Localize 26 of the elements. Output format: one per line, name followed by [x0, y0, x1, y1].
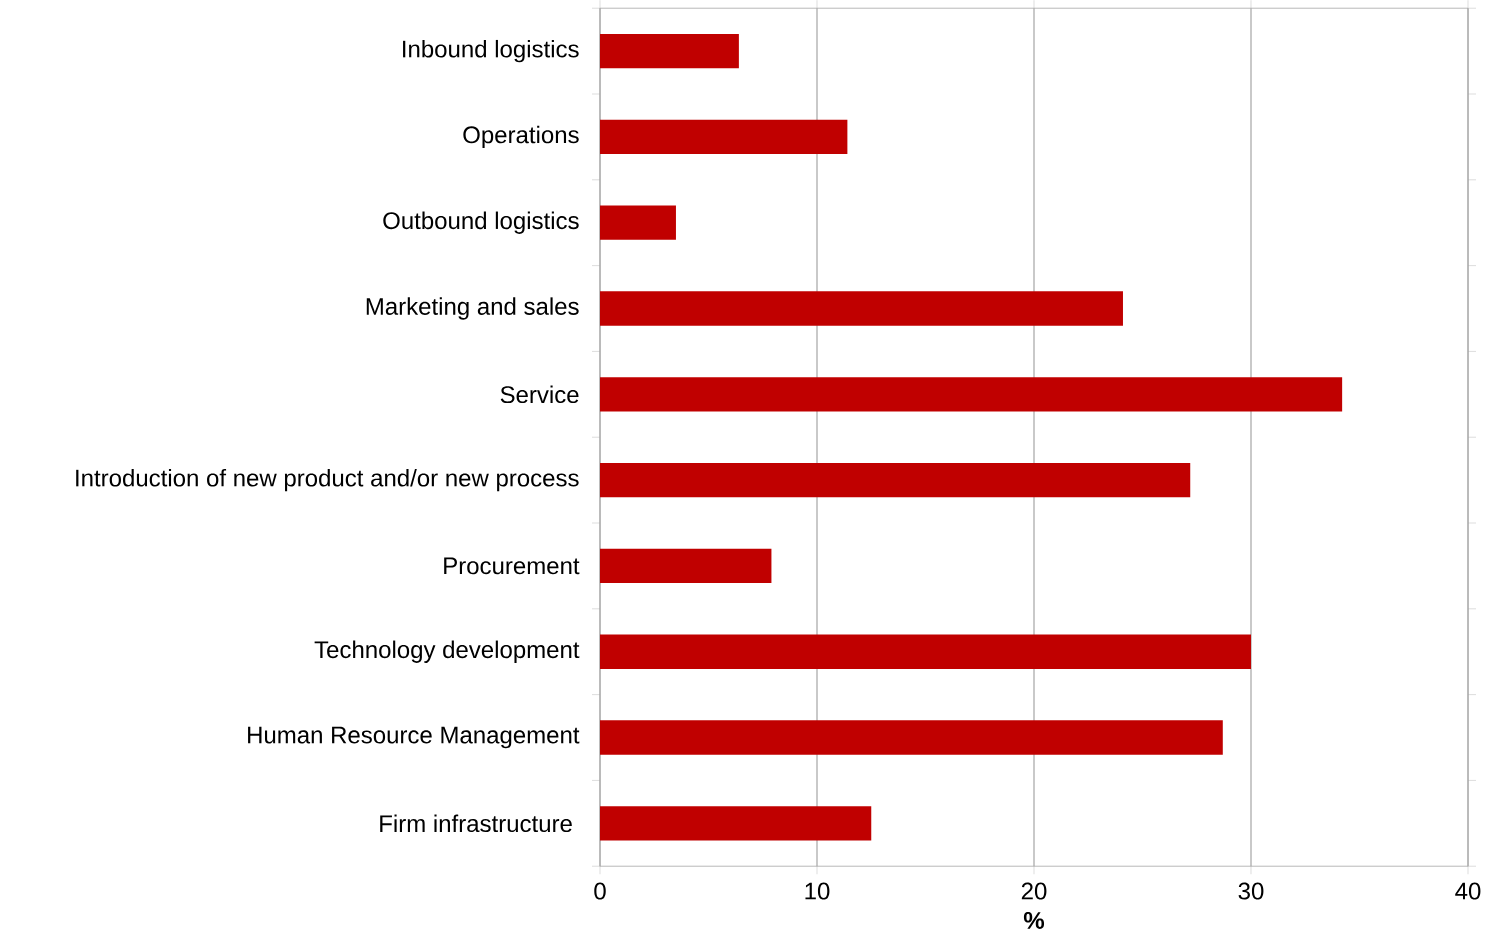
- y-tick-label: Procurement: [444, 557, 580, 575]
- bar: [600, 291, 1123, 326]
- y-tick-label: Inbound logistics: [403, 39, 579, 63]
- bar: [600, 806, 872, 841]
- y-tick-label: Outbound logistics: [383, 211, 579, 234]
- bar: [600, 462, 1191, 498]
- y-tick-label: Human Resource Management: [248, 726, 580, 749]
- y-tick-label: Technology development: [314, 640, 580, 663]
- bar: [600, 119, 848, 154]
- x-tick-label: 20: [1021, 882, 1047, 900]
- x-axis-title: %: [1023, 911, 1045, 929]
- bar: [600, 548, 772, 583]
- x-tick-label: 0: [594, 882, 606, 900]
- y-tick-label: Introduction of new product and/or new process: [76, 468, 579, 492]
- bar: [600, 33, 739, 69]
- x-tick-label: 40: [1455, 882, 1481, 900]
- y-tick-label: Marketing and sales: [366, 297, 579, 320]
- bar: [600, 377, 1343, 412]
- x-tick-label: 10: [805, 882, 830, 900]
- bar: [600, 634, 1251, 669]
- y-tick-label: Service: [500, 385, 579, 404]
- x-tick-label: 30: [1238, 882, 1264, 900]
- bar: [600, 720, 1223, 755]
- bar: [600, 205, 676, 240]
- y-tick-label: Firm infrastructure: [380, 814, 572, 833]
- y-tick-label: Operations: [463, 125, 579, 149]
